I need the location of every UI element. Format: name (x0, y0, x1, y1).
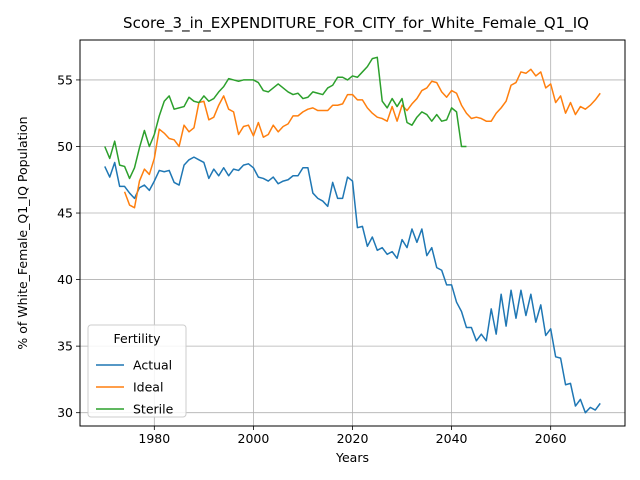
legend: Fertility Actual Ideal Sterile (87, 324, 187, 418)
y-tick-label: 35 (57, 339, 73, 354)
x-tick-label: 2040 (436, 431, 468, 446)
grid (80, 40, 625, 426)
series-line-sterile (104, 56, 467, 180)
y-tick-label: 30 (57, 405, 73, 420)
y-tick-label: 40 (57, 272, 73, 287)
series-line-actual (104, 156, 601, 414)
x-tick-label: 1980 (138, 431, 170, 446)
legend-box (87, 324, 187, 418)
series-line-ideal (123, 68, 601, 209)
legend-label-sterile: Sterile (133, 402, 174, 417)
y-tick-label: 55 (57, 72, 73, 87)
axis-ticks: 1980 2000 2020 2040 2060 30 35 40 45 50 55 (57, 72, 567, 446)
legend-label-actual: Actual (133, 358, 172, 373)
y-tick-label: 45 (57, 206, 73, 221)
y-tick-label: 50 (57, 139, 73, 154)
y-axis-label: % of White_Female_Q1_IQ Population (15, 116, 30, 349)
x-axis-label: Years (335, 450, 369, 465)
legend-label-ideal: Ideal (133, 380, 163, 395)
x-tick-label: 2020 (337, 431, 369, 446)
chart-title: Score_3_in_EXPENDITURE_FOR_CITY_for_Whit… (123, 14, 589, 33)
legend-title: Fertility (114, 331, 162, 346)
x-tick-label: 2060 (535, 431, 567, 446)
x-tick-label: 2000 (238, 431, 270, 446)
series-lines (104, 56, 601, 414)
